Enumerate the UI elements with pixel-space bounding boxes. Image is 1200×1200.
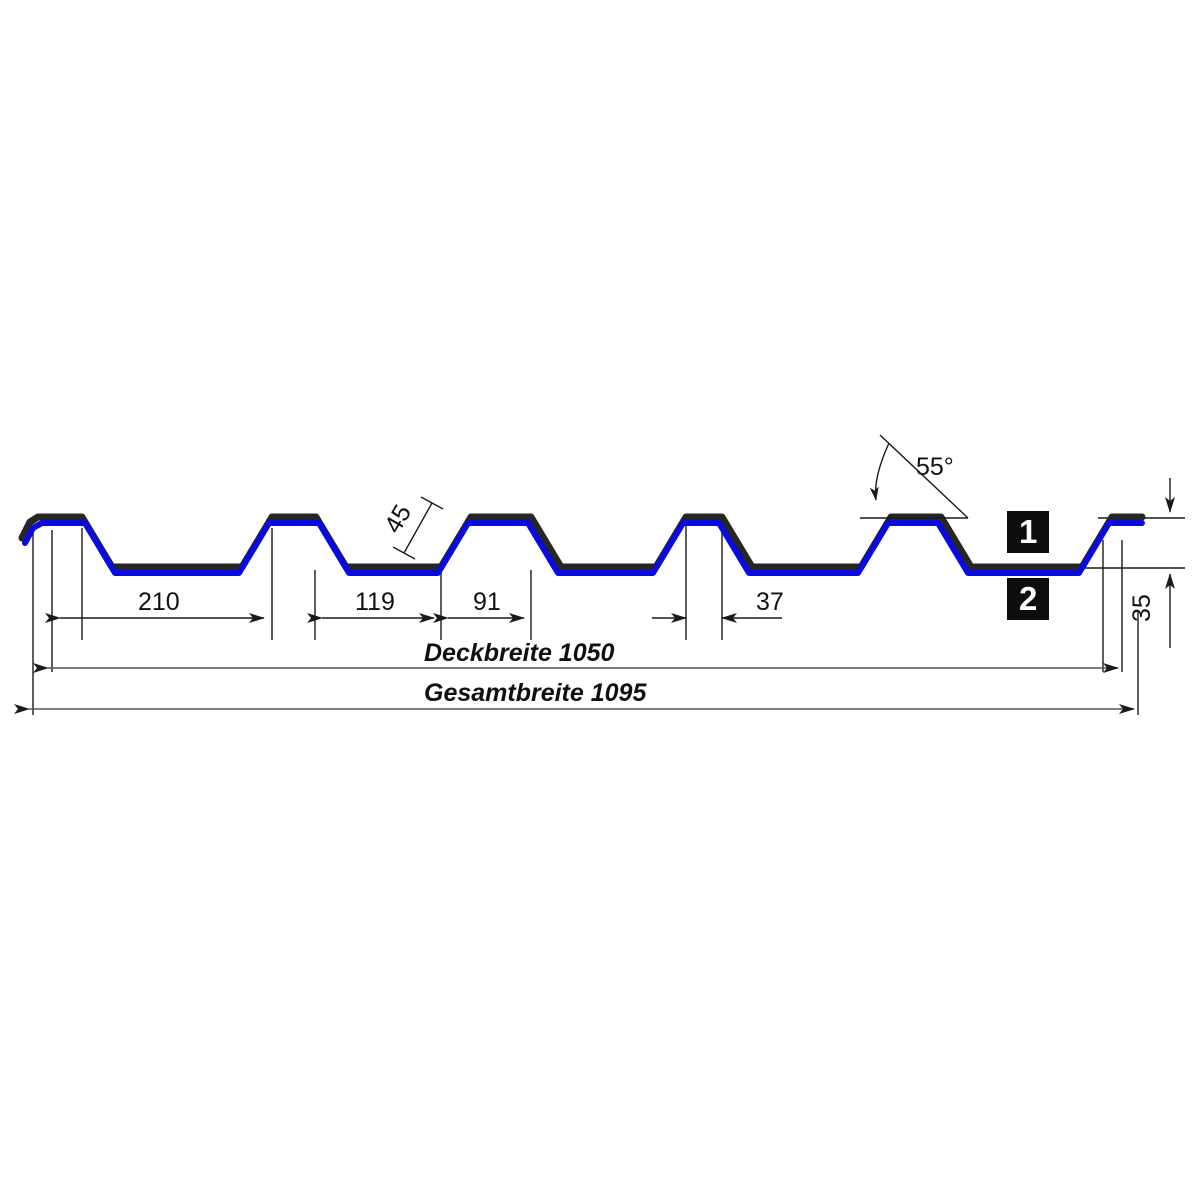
flank-angle-label: 55°	[916, 453, 954, 481]
trough-flat-label: 119	[355, 588, 395, 616]
badge-2-label: 2	[1019, 580, 1037, 617]
profile-height-label: 35	[1128, 594, 1156, 622]
badge-2-box	[1007, 578, 1049, 620]
sheet-inner-face	[22, 520, 1145, 576]
cover-width-label: Deckbreite 1050	[424, 639, 615, 667]
sheet-outer-face	[18, 513, 1146, 571]
badge-side-2: 2	[1007, 578, 1049, 620]
badge-1-box	[1007, 511, 1049, 553]
crest-base-label: 91	[473, 588, 501, 616]
total-width-label: Gesamtbreite 1095	[424, 679, 647, 707]
crest-flat-label: 37	[756, 588, 784, 616]
badge-1-label: 1	[1019, 513, 1037, 550]
flank-length-label: 45	[379, 500, 417, 538]
badge-side-1: 1	[1007, 511, 1049, 553]
rib-pitch-label: 210	[138, 588, 180, 616]
flank-length-annotation	[392, 496, 444, 560]
flank-angle-annotation	[860, 434, 969, 519]
